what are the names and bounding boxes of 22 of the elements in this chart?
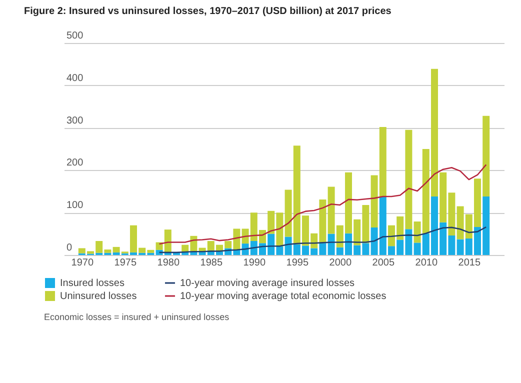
x-tick-label: 2015 [458,258,481,268]
text: Economic losses = insured + uninsured losses [44,312,230,322]
y-tick-label: 200 [66,158,84,169]
legend-label: 10-year moving average insured losses [180,278,355,289]
y-tick-label: 400 [66,72,84,84]
x-tick-label: 1995 [286,258,309,268]
y-tick-label: 300 [66,115,84,126]
legend-label: Insured losses [60,278,124,289]
x-tick-label: 2000 [329,258,352,268]
x-tick-label: 1985 [200,258,223,268]
y-tick-label: 500 [66,30,84,42]
y-tick-label: 0 [66,242,72,254]
legend-label: Uninsured losses [60,291,137,302]
x-tick-label: 1990 [243,258,266,268]
x-tick-label: 2010 [415,258,438,268]
x-tick-label: 1970 [71,258,94,268]
chart-title: Figure 2: Insured vs uninsured losses, 1970–2017 (USD billion) at 2017 prices [24,6,392,17]
y-tick-label: 100 [66,200,84,212]
x-tick-label: 1975 [114,258,137,268]
x-tick-label: 2005 [372,258,395,268]
legend-label: 10-year moving average total economic losses [180,291,386,302]
x-tick-label: 1980 [157,258,180,268]
